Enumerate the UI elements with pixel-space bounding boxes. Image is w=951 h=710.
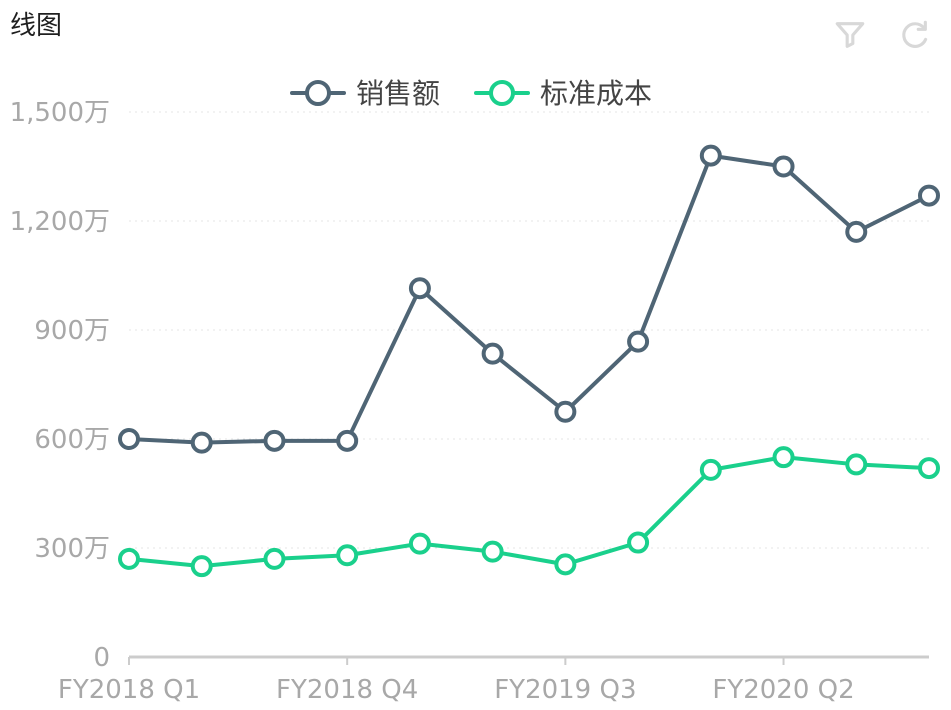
filter-icon[interactable] <box>831 16 869 54</box>
chart-grid-layer <box>129 111 929 549</box>
legend-label: 销售额 <box>356 77 440 110</box>
data-point-2[interactable] <box>554 553 577 576</box>
chart-toolbar <box>831 16 933 54</box>
data-point-1[interactable] <box>263 429 286 452</box>
data-point-1[interactable] <box>481 342 504 365</box>
y-tick-label: 900万 <box>34 316 110 346</box>
data-point-1[interactable] <box>918 184 940 207</box>
series-line-2 <box>127 455 931 569</box>
page-title: 线图 <box>10 11 63 41</box>
data-point-2[interactable] <box>481 540 504 563</box>
legend-label: 标准成本 <box>540 77 652 110</box>
data-point-1[interactable] <box>554 400 577 423</box>
data-point-2[interactable] <box>699 458 722 481</box>
data-point-2[interactable] <box>772 446 795 469</box>
data-point-2[interactable] <box>336 544 359 567</box>
y-tick-label: 1,200万 <box>10 207 110 237</box>
data-point-1[interactable] <box>627 330 650 353</box>
refresh-icon[interactable] <box>895 16 933 54</box>
data-point-2[interactable] <box>263 547 286 570</box>
x-tick-label: FY2019 Q3 <box>494 675 636 705</box>
y-tick-label: 1,500万 <box>10 98 110 128</box>
data-point-2[interactable] <box>918 457 940 480</box>
data-point-1[interactable] <box>845 220 868 243</box>
legend-item-1[interactable]: 销售额 <box>290 77 440 110</box>
data-point-1[interactable] <box>699 144 722 167</box>
data-point-2[interactable] <box>627 531 650 554</box>
series-line-1 <box>127 153 931 445</box>
chart-legend: 销售额 标准成本 <box>290 77 652 110</box>
data-point-2[interactable] <box>190 555 213 578</box>
data-point-2[interactable] <box>408 532 431 555</box>
x-tick-label: FY2018 Q1 <box>58 675 200 705</box>
legend-marker <box>489 80 515 106</box>
x-tick-label: FY2020 Q2 <box>712 675 854 705</box>
x-tick-label: FY2018 Q4 <box>276 675 418 705</box>
data-point-2[interactable] <box>118 547 140 570</box>
data-point-1[interactable] <box>336 429 359 452</box>
data-point-1[interactable] <box>190 431 213 454</box>
legend-marker <box>305 80 331 106</box>
y-tick-label: 0 <box>93 643 110 673</box>
data-point-1[interactable] <box>772 155 795 178</box>
data-point-2[interactable] <box>845 453 868 476</box>
y-tick-label: 600万 <box>34 425 110 455</box>
y-tick-label: 300万 <box>34 534 110 564</box>
data-point-1[interactable] <box>408 277 431 300</box>
legend-item-2[interactable]: 标准成本 <box>474 77 652 110</box>
data-point-1[interactable] <box>118 428 140 450</box>
